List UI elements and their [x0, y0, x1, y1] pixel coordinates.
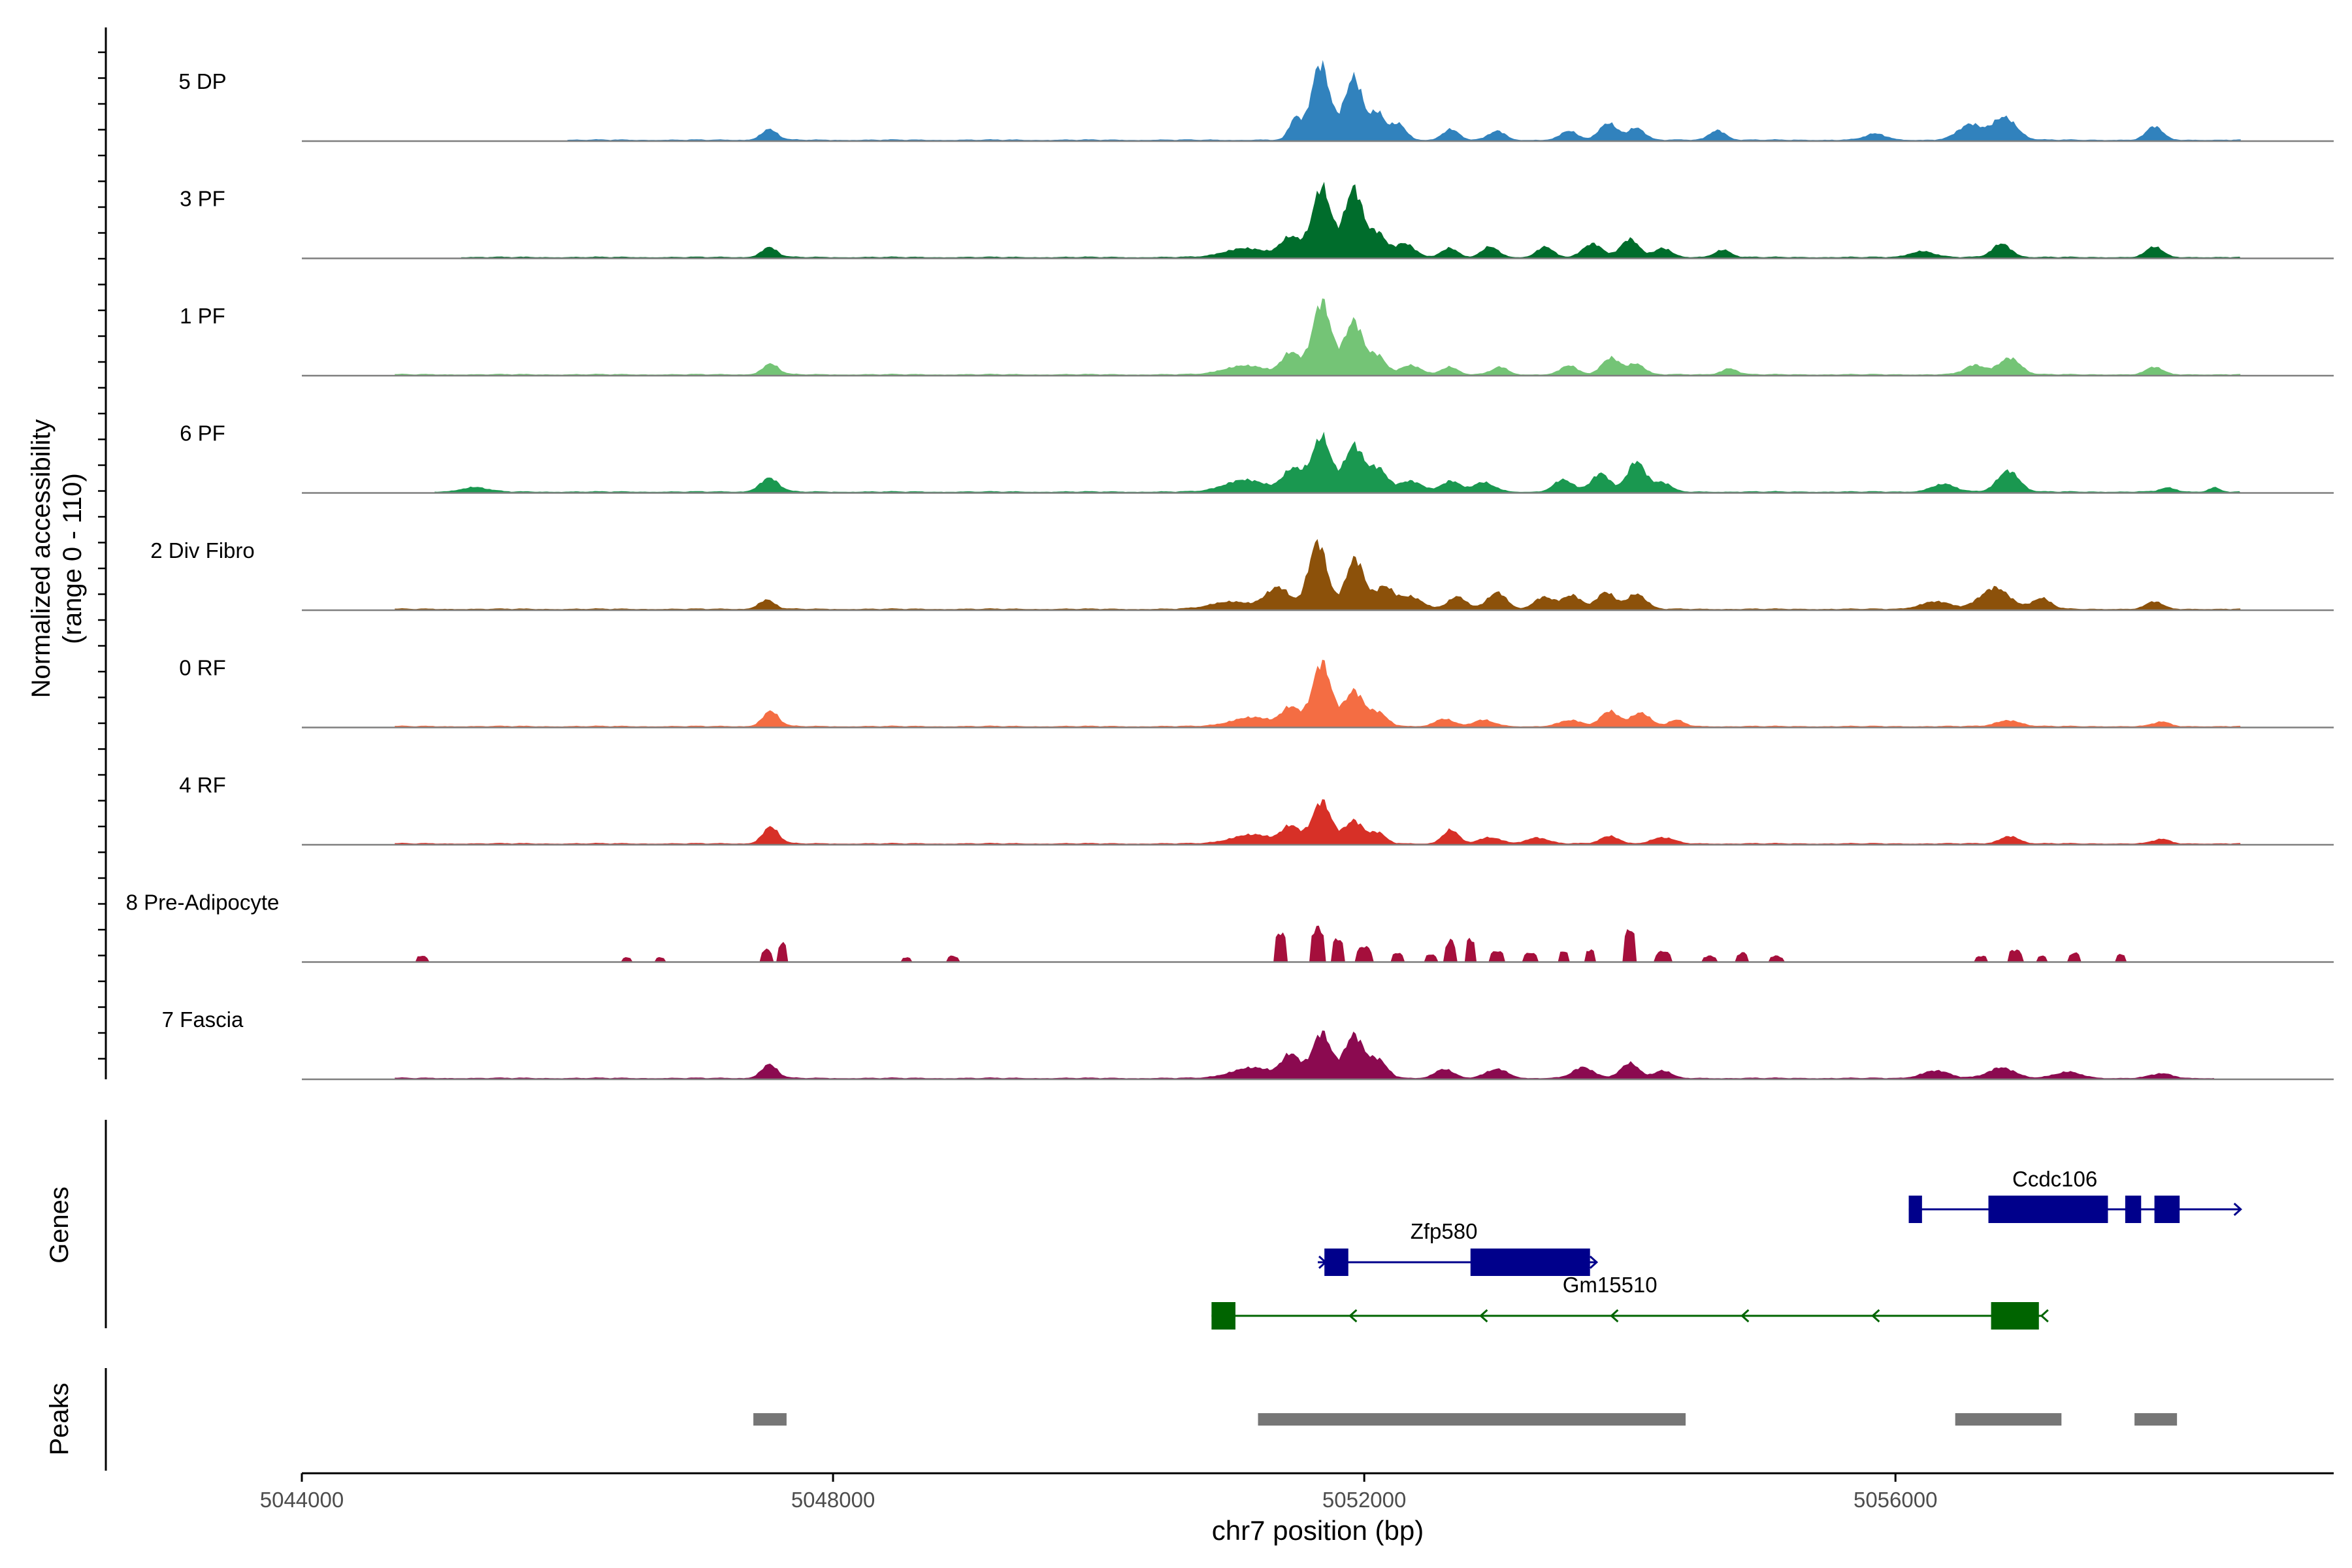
strand-arrow [1348, 1309, 1358, 1323]
track-label: 4 RF [179, 773, 226, 797]
exon [1991, 1302, 2039, 1330]
peaks-panel-label: Peaks [45, 1382, 74, 1455]
track-area [395, 539, 2241, 610]
track-7: 8 Pre-Adipocyte [126, 890, 2334, 963]
gene-zfp580: Zfp580 [1318, 1219, 1599, 1276]
track-label: 3 PF [180, 187, 225, 211]
strand-arrow [1610, 1309, 1619, 1323]
track-1: 3 PF [180, 182, 2334, 259]
peak-region [1955, 1413, 2062, 1426]
strand-arrow [2233, 1202, 2242, 1217]
gene-gm15510: Gm15510 [1211, 1273, 2049, 1330]
genes-panel-label: Genes [45, 1186, 74, 1264]
peak-region [2134, 1413, 2178, 1426]
y-axis-title-line1: Normalized accessibility [27, 419, 56, 698]
tracks-y-axis-ticks [98, 51, 106, 1060]
exon [1211, 1302, 1235, 1330]
x-tick-label: 5056000 [1854, 1488, 1937, 1512]
exon [2154, 1196, 2180, 1223]
track-2: 1 PF [180, 298, 2334, 377]
x-axis-title: chr7 position (bp) [1212, 1515, 1424, 1546]
exon [1470, 1249, 1590, 1276]
strand-arrow [1740, 1309, 1750, 1323]
gene-ccdc106: Ccdc106 [1908, 1167, 2242, 1223]
exon [1324, 1249, 1348, 1276]
x-tick-label: 5044000 [260, 1488, 344, 1512]
track-label: 2 Div Fibro [150, 538, 255, 563]
track-label: 1 PF [180, 304, 225, 328]
track-label: 5 DP [178, 69, 226, 93]
track-3: 6 PF [180, 421, 2334, 494]
strand-arrow [2040, 1309, 2049, 1323]
track-area [461, 182, 2241, 259]
track-5: 0 RF [179, 656, 2334, 728]
track-area [408, 925, 2161, 962]
exon [1908, 1196, 1922, 1223]
exon [2125, 1196, 2142, 1223]
track-area [567, 59, 2241, 141]
x-axis-ticks: 5044000 5048000 5052000 5056000 [260, 1473, 1937, 1512]
track-label: 7 Fascia [162, 1007, 244, 1032]
track-area [395, 659, 2241, 728]
accessibility-tracks: 5 DP 3 PF 1 PF 6 PF 2 Div Fibro 0 RF 4 RF 8 Pre… [126, 59, 2334, 1081]
track-label: 8 Pre-Adipocyte [126, 890, 280, 915]
strand-arrow [1479, 1309, 1488, 1323]
strand-arrow [1871, 1309, 1880, 1323]
track-area [395, 799, 2241, 845]
track-4: 2 Div Fibro [150, 538, 2334, 612]
track-6: 4 RF [179, 773, 2334, 846]
track-label: 6 PF [180, 421, 225, 446]
track-8: 7 Fascia [162, 1007, 2334, 1081]
x-tick-label: 5048000 [791, 1488, 875, 1512]
track-0: 5 DP [178, 59, 2334, 142]
y-axis-title-line2: (range 0 - 110) [58, 473, 87, 644]
gene-label: Zfp580 [1411, 1219, 1478, 1243]
peak-regions [753, 1413, 2178, 1426]
gene-label: Ccdc106 [2012, 1167, 2097, 1191]
peak-region [753, 1413, 787, 1426]
x-tick-label: 5052000 [1322, 1488, 1406, 1512]
gene-annotations: Ccdc106 Zfp580 Gm15510 [1211, 1167, 2242, 1330]
exon [1988, 1196, 2108, 1223]
track-area [434, 431, 2241, 493]
track-area [395, 1030, 2215, 1079]
gene-label: Gm15510 [1563, 1273, 1658, 1297]
peak-region [1258, 1413, 1686, 1426]
track-label: 0 RF [179, 656, 226, 680]
strand-arrow [1589, 1255, 1599, 1269]
track-area [395, 298, 2241, 376]
